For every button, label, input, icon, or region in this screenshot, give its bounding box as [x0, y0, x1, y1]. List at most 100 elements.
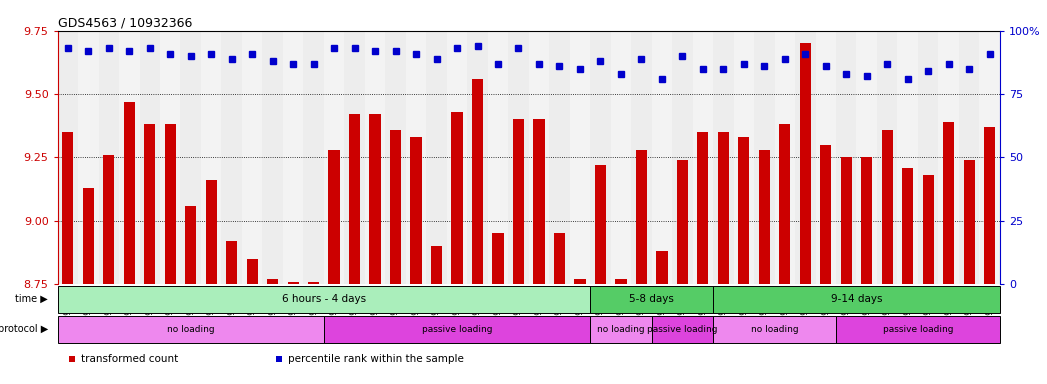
Bar [185, 205, 197, 284]
Bar [139, 31, 160, 284]
Bar [591, 286, 713, 313]
Text: 9-14 days: 9-14 days [830, 294, 883, 304]
Bar [897, 31, 918, 284]
Bar [595, 165, 606, 284]
Bar [410, 137, 422, 284]
Bar [631, 31, 651, 284]
Bar [575, 279, 585, 284]
Bar [62, 132, 73, 284]
Text: time ▶: time ▶ [16, 294, 48, 304]
Text: percentile rank within the sample: percentile rank within the sample [288, 354, 464, 364]
Bar [467, 31, 488, 284]
Bar [472, 79, 483, 284]
Bar [651, 31, 672, 284]
Bar [779, 124, 790, 284]
Bar [58, 316, 324, 343]
Bar [591, 316, 651, 343]
Bar [979, 31, 1000, 284]
Text: no loading: no loading [166, 324, 215, 334]
Bar [104, 155, 114, 284]
Bar [349, 114, 360, 284]
Bar [267, 279, 279, 284]
Bar [591, 31, 610, 284]
Bar [734, 31, 754, 284]
Bar [406, 31, 426, 284]
Text: protocol ▶: protocol ▶ [0, 324, 48, 334]
Bar [676, 160, 688, 284]
Bar [263, 31, 283, 284]
Text: 5-8 days: 5-8 days [629, 294, 674, 304]
Bar [488, 31, 508, 284]
Text: no loading: no loading [597, 324, 645, 334]
Bar [918, 31, 938, 284]
Text: passive loading: passive loading [647, 324, 717, 334]
Text: passive loading: passive loading [883, 324, 953, 334]
Bar [754, 31, 775, 284]
Bar [364, 31, 385, 284]
Bar [226, 241, 238, 284]
Bar [344, 31, 364, 284]
Bar [861, 157, 872, 284]
Bar [529, 31, 550, 284]
Bar [656, 251, 668, 284]
Bar [431, 246, 442, 284]
Bar [98, 31, 119, 284]
Bar [288, 281, 298, 284]
Bar [308, 281, 319, 284]
Bar [144, 124, 155, 284]
Text: transformed count: transformed count [82, 354, 178, 364]
Text: passive loading: passive loading [422, 324, 492, 334]
Bar [795, 31, 816, 284]
Text: no loading: no loading [751, 324, 799, 334]
Bar [385, 31, 406, 284]
Bar [160, 31, 180, 284]
Bar [841, 157, 852, 284]
Bar [389, 129, 401, 284]
Bar [984, 127, 996, 284]
Bar [124, 102, 135, 284]
Bar [616, 279, 626, 284]
Bar [58, 286, 591, 313]
Bar [205, 180, 217, 284]
Bar [492, 233, 504, 284]
Bar [329, 150, 340, 284]
Bar [713, 286, 1000, 313]
Bar [58, 31, 79, 284]
Bar [877, 31, 897, 284]
Bar [693, 31, 713, 284]
Bar [672, 31, 693, 284]
Bar [83, 188, 94, 284]
Bar [201, 31, 222, 284]
Bar [554, 233, 565, 284]
Bar [508, 31, 529, 284]
Bar [222, 31, 242, 284]
Bar [533, 119, 544, 284]
Text: GDS4563 / 10932366: GDS4563 / 10932366 [58, 17, 192, 30]
Bar [180, 31, 201, 284]
Bar [713, 316, 836, 343]
Bar [697, 132, 709, 284]
Bar [836, 31, 856, 284]
Bar [800, 43, 811, 284]
Bar [820, 145, 831, 284]
Bar [164, 124, 176, 284]
Bar [570, 31, 591, 284]
Bar [903, 167, 913, 284]
Bar [963, 160, 975, 284]
Bar [283, 31, 304, 284]
Bar [79, 31, 98, 284]
Bar [816, 31, 836, 284]
Bar [119, 31, 139, 284]
Bar [451, 112, 463, 284]
Bar [610, 31, 631, 284]
Bar [856, 31, 877, 284]
Bar [636, 150, 647, 284]
Bar [651, 316, 713, 343]
Bar [882, 129, 893, 284]
Bar [426, 31, 447, 284]
Bar [759, 150, 770, 284]
Bar [304, 31, 324, 284]
Bar [447, 31, 467, 284]
Bar [959, 31, 979, 284]
Bar [775, 31, 795, 284]
